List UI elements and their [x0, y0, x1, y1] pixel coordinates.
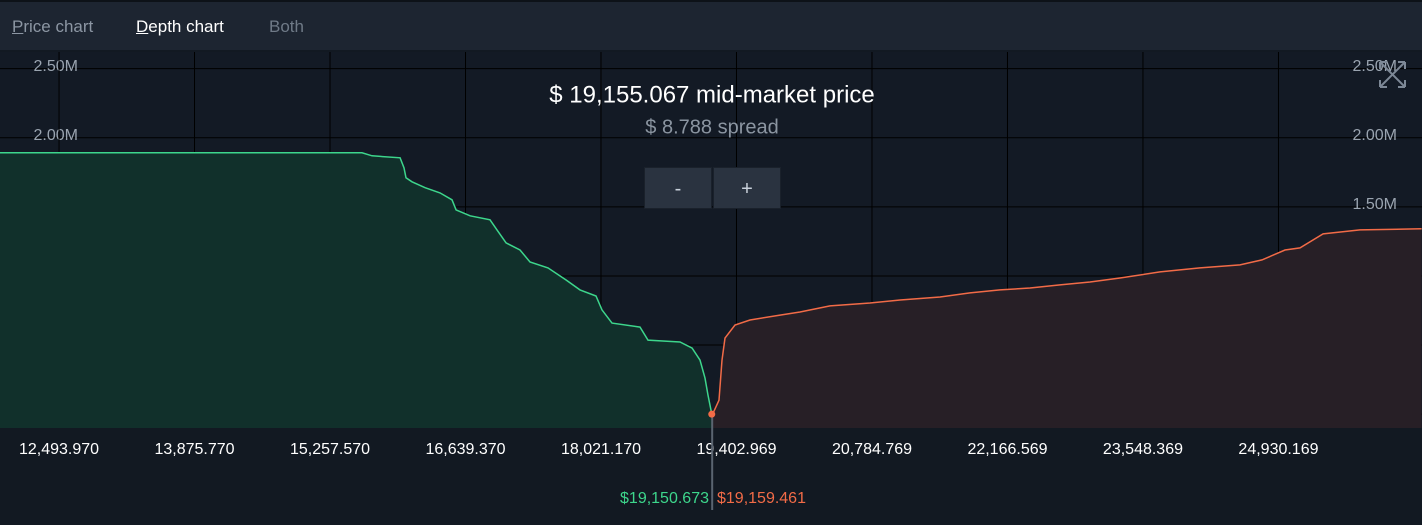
tab[interactable]: Depth chart — [136, 17, 224, 36]
x-tick-label: 12,493.970 — [19, 441, 99, 458]
zoom-in-button[interactable]: + — [713, 167, 781, 209]
x-tick-label: 18,021.170 — [561, 441, 641, 458]
x-tick-label: 20,784.769 — [832, 441, 912, 458]
tab[interactable]: Both — [269, 17, 304, 36]
bid-marker — [708, 410, 716, 418]
x-tick-label: 15,257.570 — [290, 441, 370, 458]
chart: 00500K500K1.00M1.00M1.50M1.50M2.00M2.00M… — [0, 52, 1422, 510]
x-tick-label: 24,930.169 — [1238, 441, 1318, 458]
tab-bar: Price chart Depth chart Both — [0, 0, 1422, 50]
y-tick-label: 2.00M — [1353, 127, 1397, 144]
spread: $ 8.788 spread — [645, 116, 778, 138]
depth-area — [0, 152, 712, 429]
y-tick-label: 2.00M — [34, 127, 78, 144]
zoom-out-button[interactable]: - — [644, 167, 712, 209]
x-tick-label: 23,548.369 — [1103, 441, 1183, 458]
mid-price: $ 19,155.067 mid-market price — [549, 81, 875, 108]
x-tick-label: 13,875.770 — [154, 441, 234, 458]
y-tick-label: 1.50M — [1353, 196, 1397, 213]
bid-price: $19,150.673 — [620, 490, 709, 507]
expand-icon[interactable] — [1379, 61, 1406, 88]
depth-line — [711, 228, 1422, 415]
y-tick-label: 2.50M — [34, 58, 78, 75]
depth-line — [0, 152, 713, 415]
ask-price: $19,159.461 — [717, 490, 806, 507]
depth-area — [712, 228, 1422, 428]
x-tick-label: 19,402.969 — [696, 441, 776, 458]
x-tick-label: 16,639.370 — [425, 441, 505, 458]
tab[interactable]: Price chart — [12, 17, 94, 36]
x-tick-label: 22,166.569 — [967, 441, 1047, 458]
